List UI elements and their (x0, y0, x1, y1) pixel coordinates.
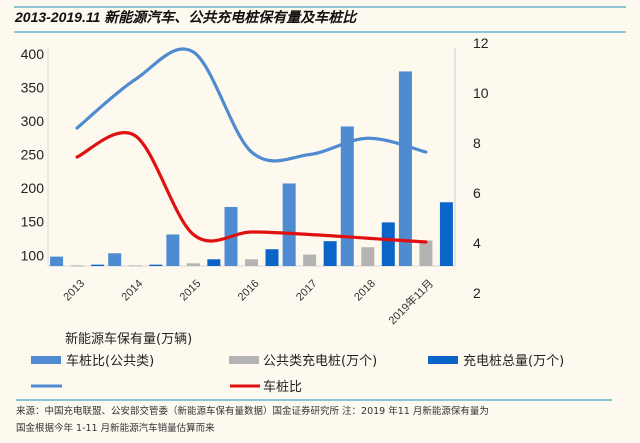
x-axis-tick: 2018 (352, 278, 378, 304)
line-series-2 (75, 131, 428, 244)
x-axis-tick: 2015 (178, 278, 204, 304)
bar-2-1 (128, 265, 142, 267)
bar-3-2 (207, 259, 221, 266)
legend-label: 充电桩总量(万个) (463, 353, 564, 369)
x-axis-tick: 2019年11月 (385, 276, 436, 327)
legend-item-bar2: 公共类充电桩(万个) (229, 353, 377, 369)
legend-item-line2: 车桩比 (230, 379, 302, 395)
x-axis-tick: 2014 (120, 278, 146, 304)
bar-3-4 (323, 241, 337, 266)
legend-label: 公共类充电桩(万个) (263, 353, 377, 369)
right-axis-tick: 2 (473, 285, 481, 301)
bar-1-6 (398, 71, 412, 266)
bar-1-4 (282, 183, 296, 266)
right-axis-tick: 10 (473, 85, 489, 101)
line-series-1 (75, 47, 428, 163)
right-axis-tick: 6 (473, 185, 481, 201)
bar-2-3 (245, 259, 258, 266)
bar-2-5 (361, 247, 375, 266)
legend-swatch (428, 356, 458, 364)
right-axis-tick: 12 (473, 35, 489, 51)
legend-heading: 新能源车保有量(万辆) (65, 331, 192, 347)
legend-item-bar1: 车桩比(公共类) (31, 353, 154, 369)
left-axis-tick: 150 (21, 214, 45, 230)
left-axis-tick: 250 (21, 147, 45, 163)
legend-swatch (31, 356, 61, 364)
right-axis-tick: 4 (473, 235, 481, 251)
source-note-line2: 国金根据今年 1-11 月新能源汽车销量估算而来 (16, 422, 215, 434)
legend-label: 车桩比 (263, 379, 302, 395)
left-axis-tick: 350 (21, 80, 45, 96)
left-axis-tick: 300 (21, 113, 45, 129)
right-axis-tick: 8 (473, 135, 481, 151)
legend-label: 车桩比(公共类) (66, 353, 154, 369)
bar-1-5 (340, 126, 354, 267)
bar-1-2 (166, 234, 180, 266)
left-axis-tick: 200 (21, 180, 45, 196)
bar-2-2 (186, 263, 200, 266)
left-axis-tick: 400 (21, 46, 45, 62)
bar-2-4 (303, 254, 317, 266)
left-axis-tick: 100 (21, 247, 45, 263)
bar-2-6 (419, 240, 433, 266)
chart-title: 2013-2019.11 新能源汽车、公共充电桩保有量及车桩比 (14, 9, 358, 25)
source-note-line1: 来源：中国充电联盟、公安部交管委（新能源车保有量数据）国金证券研究所 注：201… (16, 405, 489, 417)
x-axis-tick: 2017 (294, 278, 320, 304)
bar-2-0 (70, 265, 84, 267)
x-axis-tick: 2016 (236, 278, 262, 304)
bar-1-0 (50, 256, 64, 266)
bar-3-1 (149, 264, 163, 266)
x-axis-tick: 2013 (61, 278, 87, 304)
bar-3-3 (265, 249, 279, 266)
bar-3-6 (439, 202, 453, 266)
bar-1-1 (108, 253, 122, 266)
bar-3-0 (91, 264, 105, 266)
bar-3-5 (381, 222, 395, 266)
legend-swatch (229, 356, 259, 364)
legend-item-bar3: 充电桩总量(万个) (428, 353, 564, 369)
